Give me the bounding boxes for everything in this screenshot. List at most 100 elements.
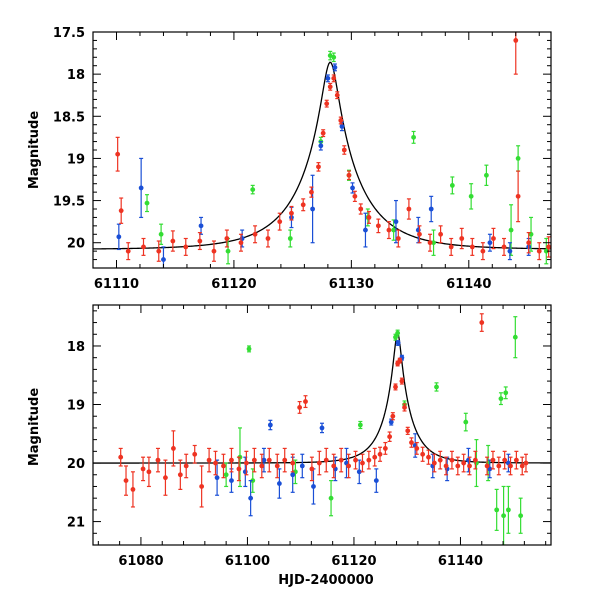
point-marker <box>339 124 345 129</box>
point-marker <box>277 219 283 225</box>
data-point <box>513 32 519 75</box>
y-tick-label: 19.5 <box>53 195 85 210</box>
data-point <box>224 229 230 248</box>
data-point <box>236 456 242 482</box>
x-tick-label: 61130 <box>329 277 374 292</box>
point-marker <box>310 206 316 212</box>
point-marker <box>357 422 363 428</box>
point-marker <box>428 206 434 212</box>
data-point <box>375 218 381 234</box>
data-point <box>427 233 433 252</box>
point-marker <box>290 460 296 466</box>
point-marker <box>320 130 326 136</box>
point-marker <box>297 405 303 410</box>
data-point <box>276 468 282 499</box>
x-tick-label: 61140 <box>446 277 491 292</box>
point-marker <box>491 236 496 241</box>
point-marker <box>496 463 502 469</box>
data-point <box>319 422 325 434</box>
data-point <box>192 444 198 464</box>
point-marker <box>466 457 471 463</box>
point-marker <box>206 457 212 463</box>
point-marker <box>331 463 337 469</box>
point-marker <box>265 236 271 241</box>
data-point <box>546 236 551 258</box>
point-marker <box>155 457 161 463</box>
data-point <box>211 240 217 262</box>
point-marker <box>116 234 122 240</box>
data-point <box>140 456 146 482</box>
point-marker <box>386 227 392 233</box>
point-marker <box>523 460 529 466</box>
point-marker <box>183 244 189 250</box>
point-marker <box>461 460 467 466</box>
point-marker <box>449 183 455 188</box>
data-point <box>393 383 398 391</box>
data-point <box>331 52 337 63</box>
data-point <box>259 453 265 479</box>
point-marker <box>426 454 431 460</box>
data-point <box>331 74 337 83</box>
point-marker <box>250 478 256 484</box>
data-point <box>373 468 379 493</box>
data-layer <box>93 32 551 268</box>
data-point <box>399 354 405 361</box>
model-curve <box>93 61 551 250</box>
data-point <box>229 447 234 473</box>
point-marker <box>543 248 549 254</box>
data-point <box>444 456 450 482</box>
data-point <box>183 453 189 479</box>
point-marker <box>346 463 352 469</box>
point-marker <box>287 236 293 241</box>
data-point <box>387 431 393 442</box>
point-marker <box>350 185 355 191</box>
point-marker <box>243 460 249 466</box>
point-marker <box>469 244 475 250</box>
data-point <box>494 488 500 531</box>
data-point <box>320 129 326 138</box>
point-marker <box>395 340 401 346</box>
point-marker <box>501 513 507 519</box>
data-point <box>519 456 525 476</box>
data-point <box>428 195 434 223</box>
data-point <box>118 197 124 224</box>
point-marker <box>318 143 324 149</box>
data-point <box>526 232 532 254</box>
bottom-panel-axes: 61080 61100 61120 61140 18 19 20 21 <box>67 304 552 569</box>
blue-series <box>116 63 532 268</box>
point-marker <box>266 457 272 463</box>
point-marker <box>406 206 412 212</box>
data-point <box>501 237 507 256</box>
data-point <box>163 459 168 496</box>
data-point <box>144 194 150 213</box>
bottom-panel-x-axis-label: HJD-2400000 <box>278 573 373 588</box>
point-marker <box>323 457 329 463</box>
data-point <box>360 453 365 473</box>
data-point <box>331 453 337 479</box>
point-marker <box>346 172 352 178</box>
data-point <box>316 162 321 172</box>
data-point <box>318 140 324 151</box>
point-marker <box>420 451 426 457</box>
point-marker <box>198 223 204 229</box>
top-panel-y-axis-label: Magnitude <box>27 111 42 190</box>
data-point <box>299 453 305 479</box>
data-point <box>334 91 340 100</box>
data-point <box>466 447 471 473</box>
data-point <box>130 471 136 508</box>
y-tick-label: 21 <box>67 516 85 531</box>
x-tick-label: 61120 <box>211 277 256 292</box>
data-point <box>266 447 272 473</box>
data-point <box>502 450 508 470</box>
point-marker <box>507 248 513 254</box>
point-marker <box>356 469 362 475</box>
point-marker <box>199 484 205 489</box>
data-point <box>338 447 344 473</box>
point-marker <box>238 240 244 246</box>
data-point <box>395 229 401 248</box>
bottom-panel: 61080 61100 61120 61140 18 19 20 21 Magnitude H… <box>27 304 552 588</box>
point-marker <box>229 478 234 484</box>
data-point <box>156 240 162 262</box>
point-marker <box>467 463 472 469</box>
point-marker <box>505 507 511 513</box>
